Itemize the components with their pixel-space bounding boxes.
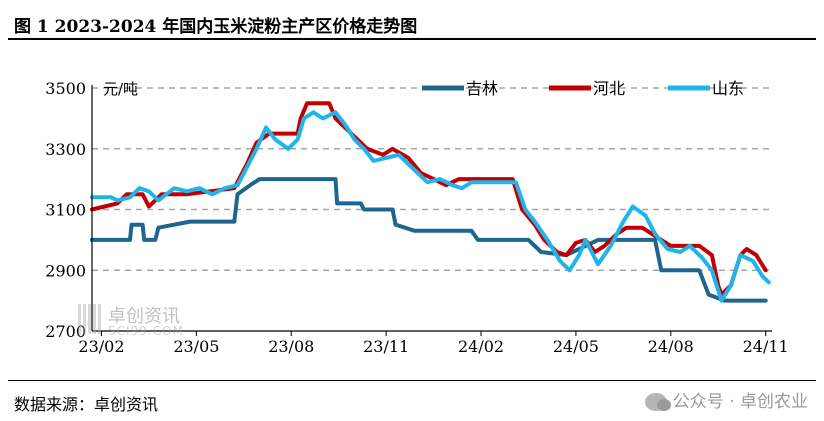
y-tick-label: 3300 [45, 140, 86, 159]
line-chart: 2700 2900 3100 3300 3500 23/02 23/05 23/08 23/1… [45, 79, 789, 356]
x-axis-ticks: 23/02 23/05 23/08 23/11 24/02 24/05 24/08 24/11 [78, 331, 789, 356]
x-tick-label: 23/02 [78, 337, 124, 356]
x-tick-label: 24/08 [648, 337, 694, 356]
y-axis-label: 元/吨 [103, 80, 138, 98]
x-tick-label: 23/08 [268, 337, 314, 356]
legend-label: 吉林 [466, 79, 498, 98]
legend: 吉林 河北 山东 [422, 79, 744, 98]
series-lines [90, 101, 771, 303]
y-tick-label: 2900 [45, 261, 86, 280]
series-line-2 [90, 101, 768, 297]
chart-title: 图 1 2023-2024 年国内玉米淀粉主产区价格走势图 [14, 17, 418, 37]
grid-lines [92, 87, 772, 272]
x-tick-label: 23/11 [363, 337, 409, 356]
watermark-logo-icon [78, 304, 102, 334]
source-bar: 数据来源：卓创资讯 公众号 · 卓创农业 [8, 380, 816, 414]
series-line-3 [90, 110, 771, 303]
series-line-1 [90, 177, 768, 303]
y-tick-label: 3100 [45, 201, 86, 220]
x-tick-label: 24/02 [458, 337, 504, 356]
wechat-account: 公众号 · 卓创农业 [644, 387, 808, 412]
legend-label: 河北 [593, 79, 625, 98]
x-tick-label: 23/05 [173, 337, 219, 356]
watermark-url: SCI99.COM [108, 324, 184, 338]
legend-label: 山东 [712, 79, 744, 98]
data-source: 数据来源：卓创资讯 [14, 395, 159, 414]
y-tick-label: 2700 [45, 322, 86, 341]
y-axis-ticks: 2700 2900 3100 3300 3500 [45, 79, 86, 341]
x-tick-label: 24/05 [553, 337, 599, 356]
y-tick-label: 3500 [45, 79, 86, 98]
x-tick-label: 24/11 [743, 337, 789, 356]
wechat-account-label: 公众号 · 卓创农业 [672, 392, 808, 412]
watermark-name: 卓创资讯 [108, 306, 180, 327]
wechat-icon [644, 393, 671, 411]
title-bar: 图 1 2023-2024 年国内玉米淀粉主产区价格走势图 [8, 4, 816, 40]
